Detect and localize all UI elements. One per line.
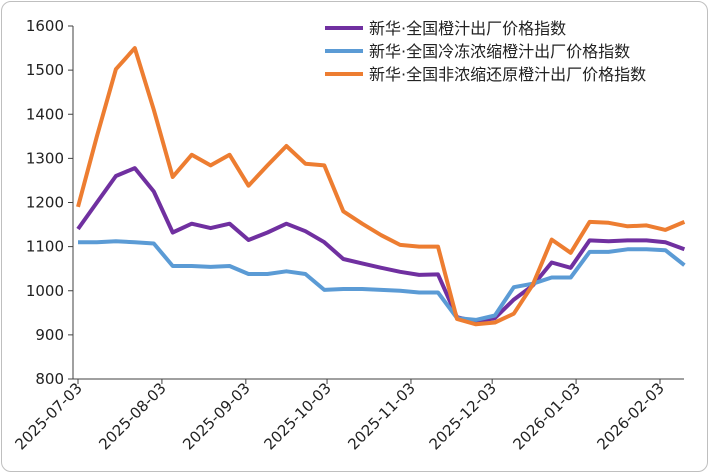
legend-label-3: 新华·全国非浓缩还原橙汁出厂价格指数: [369, 65, 646, 84]
series-line-2: [78, 239, 686, 322]
x-tick-label: 2025-09-03: [179, 379, 253, 453]
y-tick-label: 1600: [26, 17, 64, 35]
y-tick-label: 1200: [26, 194, 64, 212]
y-tick-label: 1100: [26, 238, 64, 256]
y-tick-label: 1400: [26, 105, 64, 123]
y-tick-label: 900: [35, 326, 64, 344]
y-tick-label: 1000: [26, 282, 64, 300]
legend: 新华·全国橙汁出厂价格指数新华·全国冷冻浓缩橙汁出厂价格指数新华·全国非浓缩还原…: [325, 19, 646, 84]
x-tick-label: 2025-08-03: [95, 379, 169, 453]
x-tick-label: 2025-12-03: [426, 379, 500, 453]
x-tick-label: 2025-10-03: [260, 379, 334, 453]
series-lines: [76, 46, 686, 327]
legend-label-1: 新华·全国橙汁出厂价格指数: [369, 19, 566, 38]
x-tick-label: 2025-07-03: [11, 379, 85, 453]
x-tick-label: 2025-11-03: [344, 379, 418, 453]
series-line-3: [76, 46, 686, 327]
y-tick-label: 1500: [26, 61, 64, 79]
y-tick-label: 1300: [26, 149, 64, 167]
y-tick-label: 800: [35, 370, 64, 388]
x-tick-label: 2026-02-03: [593, 379, 667, 453]
legend-label-2: 新华·全国冷冻浓缩橙汁出厂价格指数: [369, 42, 630, 61]
x-tick-label: 2026-01-03: [510, 379, 584, 453]
series-line-1: [76, 166, 686, 324]
